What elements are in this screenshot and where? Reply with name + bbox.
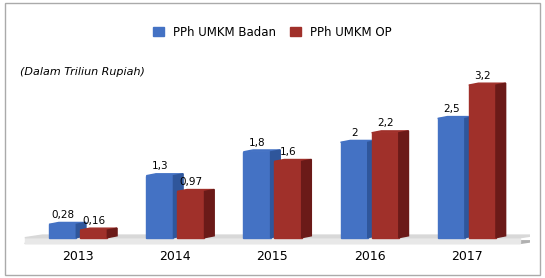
Polygon shape — [25, 238, 520, 244]
Text: 1,6: 1,6 — [280, 147, 296, 157]
Polygon shape — [438, 118, 465, 238]
Polygon shape — [469, 83, 506, 85]
Polygon shape — [341, 140, 378, 142]
Polygon shape — [76, 222, 86, 238]
Polygon shape — [372, 133, 399, 238]
Polygon shape — [496, 83, 506, 238]
Polygon shape — [469, 85, 496, 238]
Polygon shape — [173, 174, 183, 238]
Polygon shape — [146, 174, 183, 176]
Polygon shape — [244, 152, 270, 238]
Polygon shape — [204, 190, 214, 238]
Polygon shape — [341, 142, 368, 238]
Polygon shape — [177, 192, 204, 238]
Polygon shape — [80, 228, 117, 230]
Text: 1,3: 1,3 — [152, 162, 168, 172]
Polygon shape — [25, 235, 538, 238]
Polygon shape — [372, 131, 409, 133]
Polygon shape — [177, 190, 214, 192]
Polygon shape — [244, 150, 280, 152]
Polygon shape — [49, 222, 86, 224]
Polygon shape — [146, 176, 173, 238]
Polygon shape — [399, 131, 409, 238]
Text: 2: 2 — [351, 128, 358, 138]
Text: 3,2: 3,2 — [474, 71, 490, 81]
Text: 1,8: 1,8 — [249, 138, 265, 148]
Text: 0,97: 0,97 — [179, 177, 202, 187]
Text: 2,2: 2,2 — [377, 118, 393, 128]
Polygon shape — [25, 241, 538, 244]
Text: 0,16: 0,16 — [82, 216, 105, 226]
Polygon shape — [438, 116, 475, 118]
Polygon shape — [107, 228, 117, 238]
Text: 0,28: 0,28 — [51, 210, 74, 220]
Polygon shape — [49, 224, 76, 238]
Text: 2,5: 2,5 — [443, 104, 459, 114]
Polygon shape — [465, 116, 475, 238]
Legend: PPh UMKM Badan, PPh UMKM OP: PPh UMKM Badan, PPh UMKM OP — [148, 21, 397, 43]
Polygon shape — [275, 160, 311, 162]
Polygon shape — [301, 160, 311, 238]
Polygon shape — [275, 162, 301, 238]
Text: (Dalam Triliun Rupiah): (Dalam Triliun Rupiah) — [20, 67, 145, 77]
Polygon shape — [368, 140, 378, 238]
Polygon shape — [80, 230, 107, 238]
Polygon shape — [270, 150, 280, 238]
